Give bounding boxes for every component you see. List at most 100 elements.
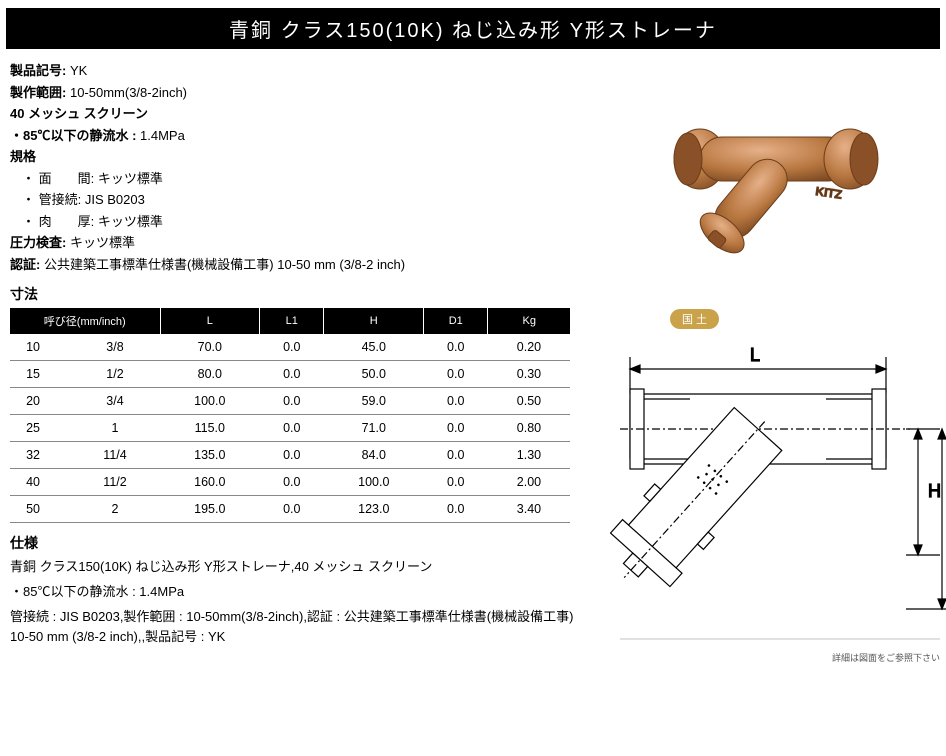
face-label: ・ 面 間: (22, 171, 94, 186)
spec-standard-header: 規格 (10, 147, 590, 167)
cell-mm: 15 (10, 361, 70, 388)
desc-line-1: ・85℃以下の静流水 : 1.4MPa (10, 582, 590, 603)
spec-static-water: ・85℃以下の静流水 : 1.4MPa (10, 126, 590, 146)
cell-L1: 0.0 (260, 388, 324, 415)
static-water-label: ・85℃以下の静流水 : (10, 128, 136, 143)
content-area: 製品記号: YK 製作範囲: 10-50mm(3/8-2inch) 40 メッシ… (0, 59, 946, 664)
cell-mm: 10 (10, 334, 70, 361)
cell-H: 50.0 (324, 361, 424, 388)
cert-value: 公共建築工事標準仕様書(機械設備工事) 10-50 mm (3/8-2 inch… (44, 257, 405, 272)
cell-D1: 0.0 (424, 469, 488, 496)
cell-mm: 20 (10, 388, 70, 415)
cell-L1: 0.0 (260, 415, 324, 442)
spec-cert: 認証: 公共建築工事標準仕様書(機械設備工事) 10-50 mm (3/8-2 … (10, 255, 590, 275)
desc-header: 仕様 (10, 533, 590, 553)
cell-mm: 50 (10, 496, 70, 523)
cell-Kg: 3.40 (488, 496, 570, 523)
cell-inch: 3/8 (70, 334, 160, 361)
th-Kg: Kg (488, 308, 570, 334)
table-row: 502195.00.0123.00.03.40 (10, 496, 570, 523)
product-photo: KITZ (650, 79, 910, 279)
cell-D1: 0.0 (424, 388, 488, 415)
spec-pressure: 圧力検査: キッツ標準 (10, 233, 590, 253)
cell-D1: 0.0 (424, 361, 488, 388)
cell-L1: 0.0 (260, 334, 324, 361)
range-label: 製作範囲: (10, 85, 66, 100)
pressure-label: 圧力検査: (10, 235, 66, 250)
spec-pipe: ・ 管接続: JIS B0203 (10, 190, 590, 210)
table-row: 3211/4135.00.084.00.01.30 (10, 442, 570, 469)
table-row: 151/280.00.050.00.00.30 (10, 361, 570, 388)
cell-H: 100.0 (324, 469, 424, 496)
product-code-value: YK (70, 63, 87, 78)
desc-line-2: 管接続 : JIS B0203,製作範囲 : 10-50mm(3/8-2inch… (10, 607, 590, 649)
table-row: 251115.00.071.00.00.80 (10, 415, 570, 442)
cell-inch: 11/4 (70, 442, 160, 469)
cell-H: 123.0 (324, 496, 424, 523)
th-nominal: 呼び径(mm/inch) (10, 308, 160, 334)
cell-mm: 25 (10, 415, 70, 442)
cell-L1: 0.0 (260, 469, 324, 496)
cell-L: 70.0 (160, 334, 260, 361)
cell-L: 160.0 (160, 469, 260, 496)
spec-range: 製作範囲: 10-50mm(3/8-2inch) (10, 83, 590, 103)
spec-face: ・ 面 間: キッツ標準 (10, 169, 590, 189)
spec-mesh: 40 メッシュ スクリーン (10, 104, 590, 124)
pipe-value: JIS B0203 (85, 192, 145, 207)
cell-H: 59.0 (324, 388, 424, 415)
dimension-diagram: L (610, 339, 946, 649)
thickness-value: キッツ標準 (98, 214, 163, 229)
cell-Kg: 0.20 (488, 334, 570, 361)
diagram-caption: 詳細は図面をご参照下さい (610, 651, 946, 664)
cell-mm: 40 (10, 469, 70, 496)
cell-L: 115.0 (160, 415, 260, 442)
cell-inch: 3/4 (70, 388, 160, 415)
cell-inch: 11/2 (70, 469, 160, 496)
right-column: KITZ 国 土 L (590, 59, 946, 664)
th-L: L (160, 308, 260, 334)
product-code-label: 製品記号: (10, 63, 66, 78)
cert-label: 認証: (10, 257, 40, 272)
cell-H: 45.0 (324, 334, 424, 361)
pressure-value: キッツ標準 (70, 235, 135, 250)
dim-label-L: L (750, 345, 760, 365)
thickness-label: ・ 肉 厚: (22, 214, 94, 229)
cell-inch: 1/2 (70, 361, 160, 388)
svg-text:KITZ: KITZ (815, 184, 843, 202)
desc-line-0: 青銅 クラス150(10K) ねじ込み形 Y形ストレーナ,40 メッシュ スクリ… (10, 557, 590, 578)
cell-Kg: 0.80 (488, 415, 570, 442)
cell-D1: 0.0 (424, 415, 488, 442)
face-value: キッツ標準 (98, 171, 163, 186)
cell-inch: 1 (70, 415, 160, 442)
cell-mm: 32 (10, 442, 70, 469)
cell-L: 135.0 (160, 442, 260, 469)
page-title: 青銅 クラス150(10K) ねじ込み形 Y形ストレーナ (6, 8, 940, 49)
cell-D1: 0.0 (424, 496, 488, 523)
cell-L1: 0.0 (260, 496, 324, 523)
cell-inch: 2 (70, 496, 160, 523)
cell-Kg: 0.30 (488, 361, 570, 388)
left-column: 製品記号: YK 製作範囲: 10-50mm(3/8-2inch) 40 メッシ… (10, 59, 590, 664)
table-header-row: 呼び径(mm/inch) L L1 H D1 Kg (10, 308, 570, 334)
dimensions-header: 寸法 (10, 284, 590, 304)
range-value: 10-50mm(3/8-2inch) (70, 85, 187, 100)
cell-H: 84.0 (324, 442, 424, 469)
cell-Kg: 0.50 (488, 388, 570, 415)
cell-D1: 0.0 (424, 334, 488, 361)
cell-L1: 0.0 (260, 442, 324, 469)
static-water-value: 1.4MPa (140, 128, 185, 143)
dimensions-table: 呼び径(mm/inch) L L1 H D1 Kg 103/870.00.045… (10, 308, 570, 523)
th-D1: D1 (424, 308, 488, 334)
table-row: 203/4100.00.059.00.00.50 (10, 388, 570, 415)
table-row: 4011/2160.00.0100.00.02.00 (10, 469, 570, 496)
cell-H: 71.0 (324, 415, 424, 442)
spec-thickness: ・ 肉 厚: キッツ標準 (10, 212, 590, 232)
table-row: 103/870.00.045.00.00.20 (10, 334, 570, 361)
cell-L: 195.0 (160, 496, 260, 523)
cell-Kg: 1.30 (488, 442, 570, 469)
pipe-label: ・ 管接続: (22, 192, 81, 207)
cell-D1: 0.0 (424, 442, 488, 469)
th-H: H (324, 308, 424, 334)
spec-product-code: 製品記号: YK (10, 61, 590, 81)
cell-L1: 0.0 (260, 361, 324, 388)
